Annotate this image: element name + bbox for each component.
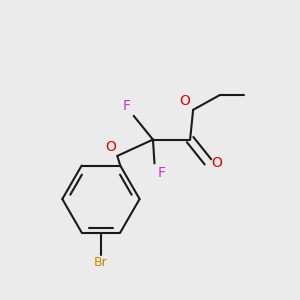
Text: Br: Br — [94, 256, 108, 269]
Text: F: F — [158, 166, 165, 180]
Text: O: O — [212, 156, 222, 170]
Text: O: O — [105, 140, 116, 154]
Text: F: F — [123, 99, 131, 113]
Text: O: O — [179, 94, 190, 108]
